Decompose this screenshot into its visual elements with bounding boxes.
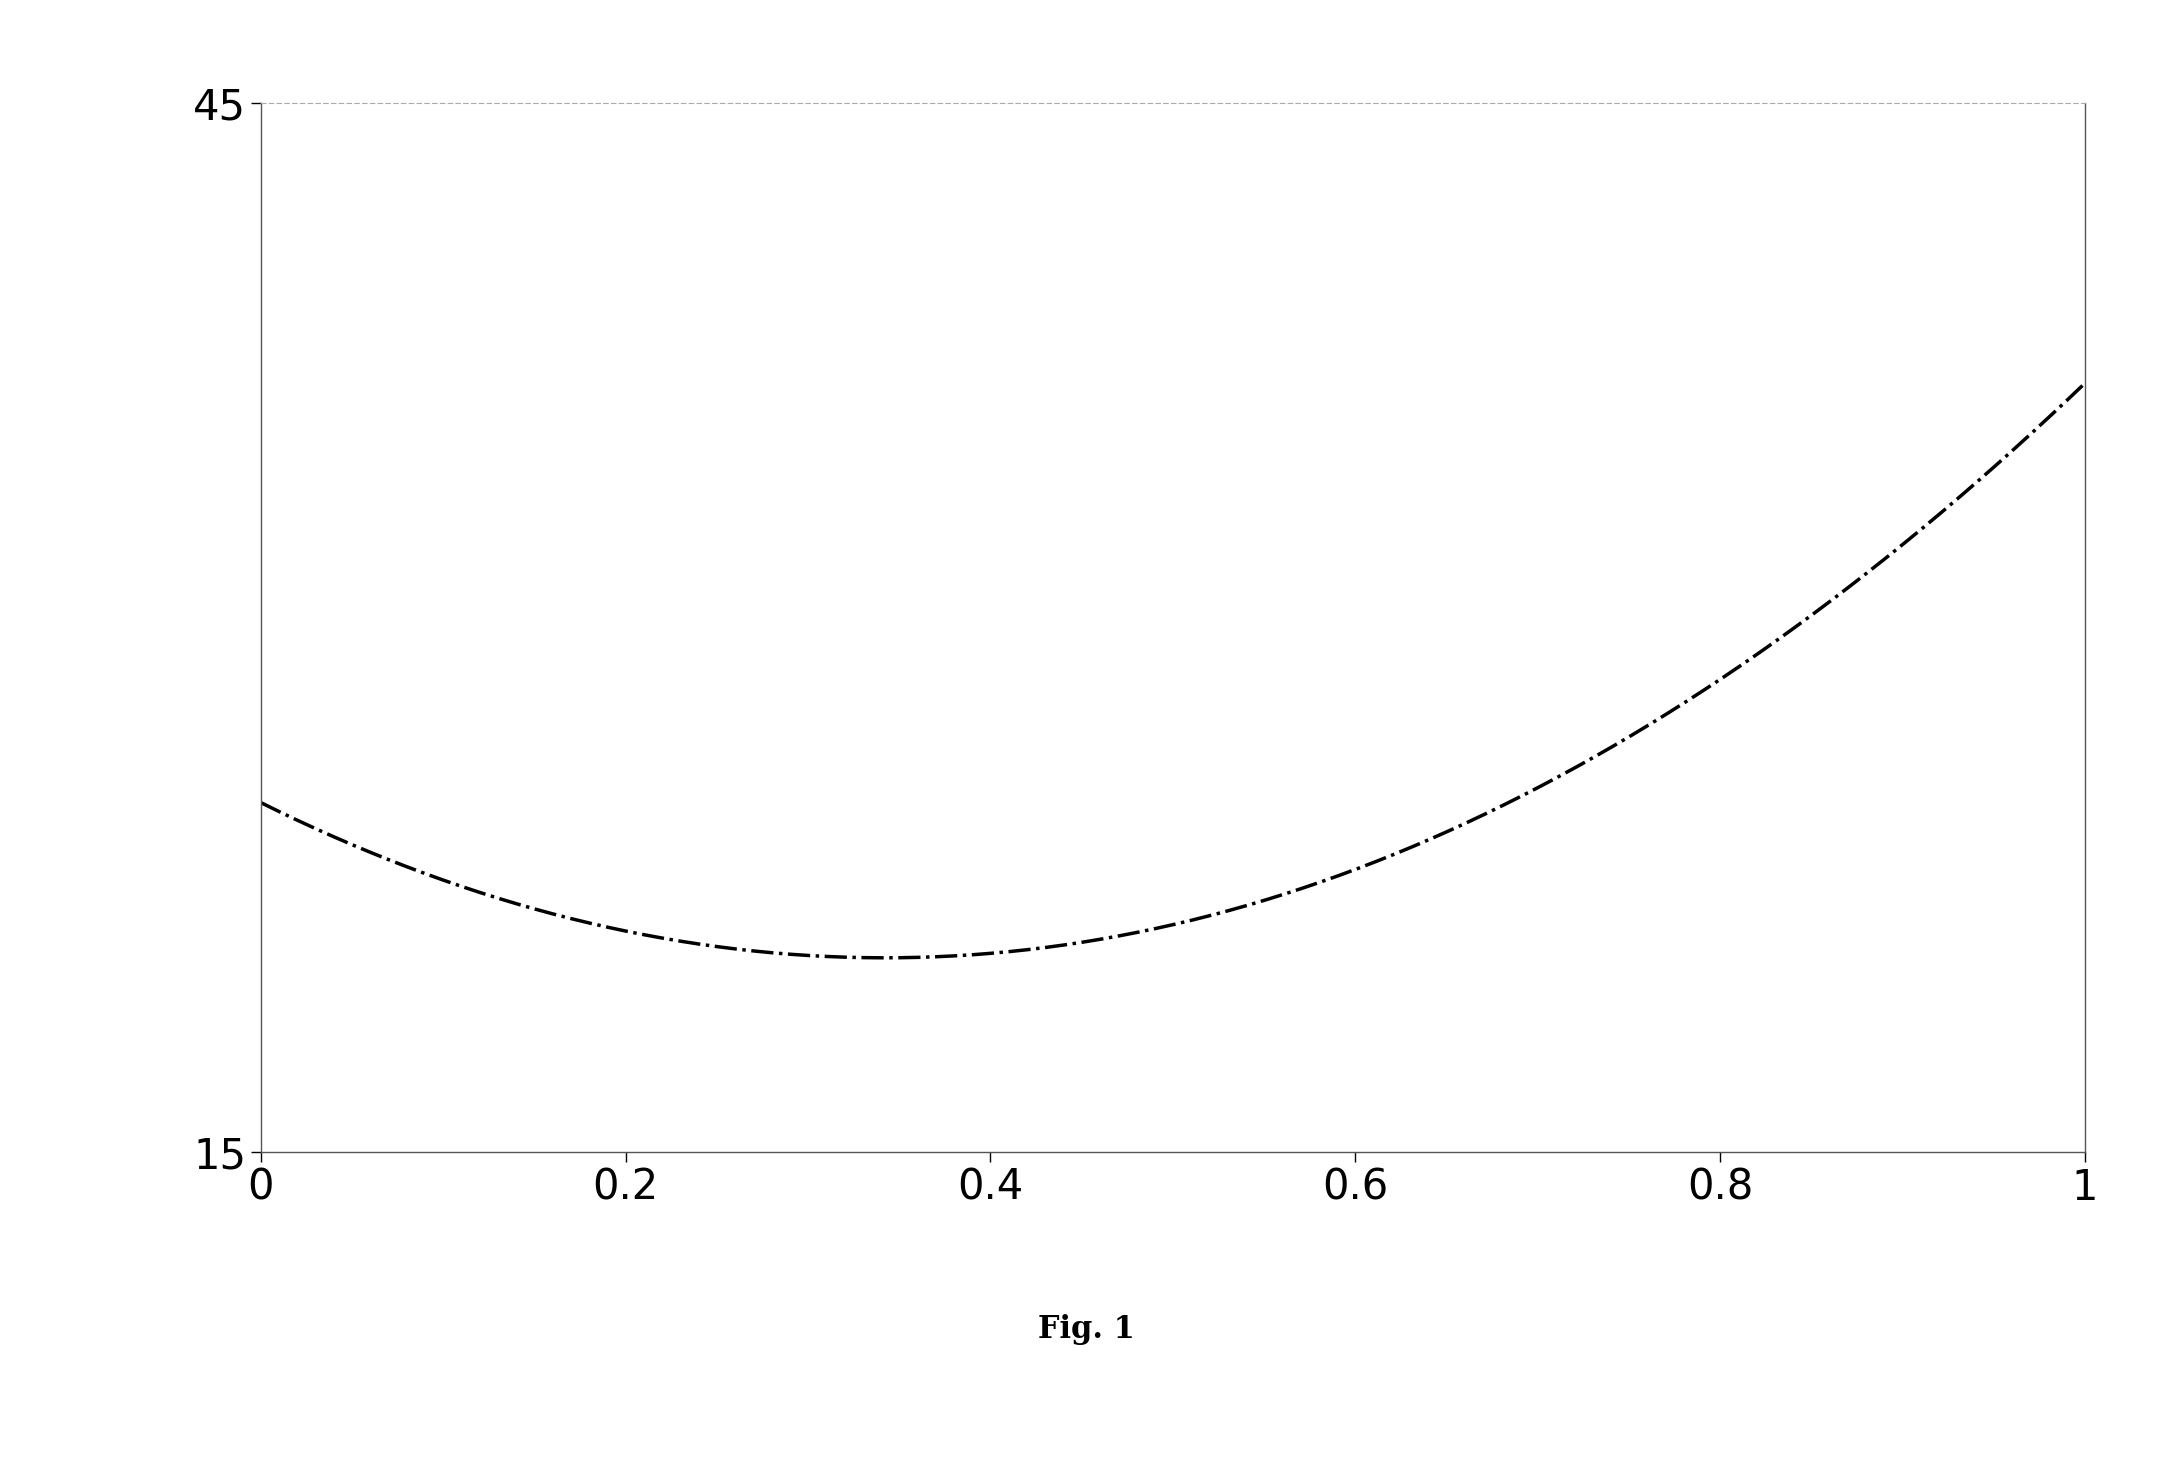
Text: Fig. 1: Fig. 1 bbox=[1038, 1315, 1134, 1344]
